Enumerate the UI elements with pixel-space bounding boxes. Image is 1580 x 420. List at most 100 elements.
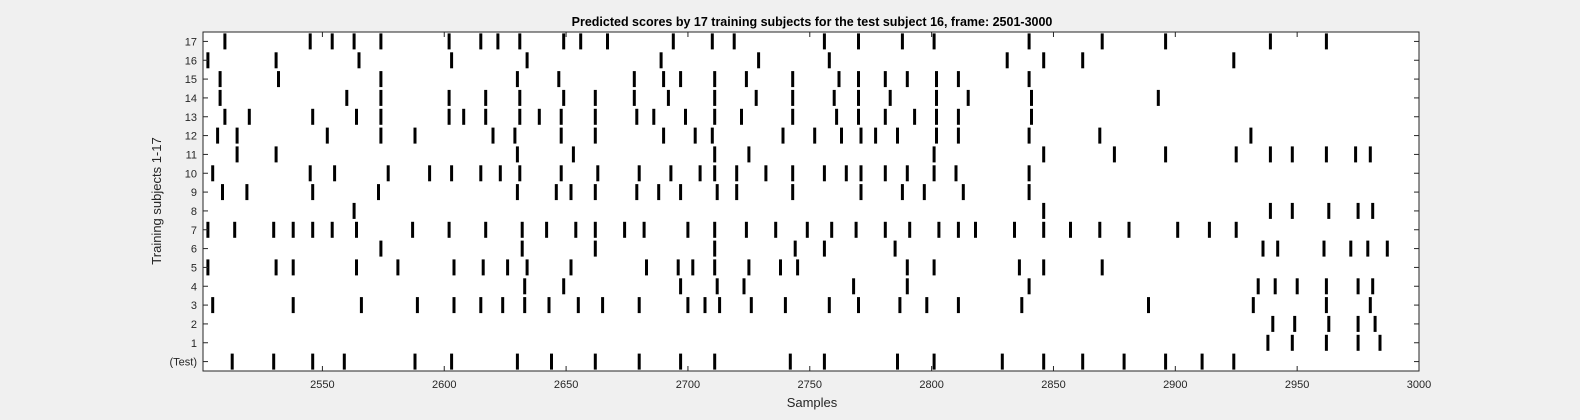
raster-mark [966, 89, 970, 106]
raster-mark [757, 52, 761, 69]
raster-mark [935, 71, 938, 88]
chart-title: Predicted scores by 17 training subjects… [572, 15, 1053, 29]
raster-mark [832, 89, 836, 106]
raster-row [218, 71, 1031, 88]
raster-mark [537, 108, 541, 125]
raster-mark [379, 71, 383, 88]
raster-mark [830, 221, 834, 238]
raster-mark [1069, 221, 1072, 238]
raster-mark [1290, 146, 1294, 163]
raster-mark [345, 89, 349, 106]
raster-mark [593, 89, 597, 106]
y-tick-label: 7 [191, 225, 197, 237]
raster-mark [479, 165, 483, 182]
raster-mark [715, 278, 719, 295]
raster-mark [1266, 334, 1270, 351]
raster-mark [632, 71, 636, 88]
raster-mark [735, 165, 739, 182]
raster-mark [645, 259, 648, 276]
raster-mark [518, 165, 522, 182]
raster-mark [735, 184, 739, 201]
raster-mark [835, 108, 839, 125]
raster-mark [450, 165, 454, 182]
raster-mark [1324, 334, 1328, 351]
raster-mark [447, 108, 451, 125]
raster-mark [1156, 89, 1160, 106]
raster-mark [1100, 33, 1104, 50]
raster-row [1271, 315, 1377, 332]
raster-mark [247, 108, 251, 125]
raster-mark [1378, 334, 1382, 351]
raster-mark [713, 353, 717, 370]
y-tick-label: 15 [185, 74, 197, 86]
raster-mark [1368, 297, 1372, 314]
raster-mark [652, 108, 656, 125]
raster-mark [669, 165, 673, 182]
y-tick-label: 6 [191, 244, 197, 256]
raster-mark [1017, 259, 1021, 276]
raster-mark [386, 165, 390, 182]
raster-mark [744, 221, 748, 238]
raster-mark [1327, 202, 1331, 219]
raster-mark [1373, 315, 1377, 332]
raster-mark [791, 89, 795, 106]
raster-mark [1349, 240, 1353, 257]
raster-mark [352, 202, 356, 219]
raster-mark [740, 108, 743, 125]
raster-mark [666, 89, 670, 106]
raster-mark [764, 165, 768, 182]
raster-mark [1354, 146, 1358, 163]
raster-row [230, 353, 1236, 370]
y-tick-label: 3 [191, 300, 197, 312]
raster-mark [1295, 278, 1299, 295]
x-tick-label: 2550 [310, 379, 334, 391]
y-tick-label: 1 [191, 338, 197, 350]
raster-mark [223, 108, 227, 125]
raster-mark [277, 71, 280, 88]
raster-mark [1276, 240, 1280, 257]
raster-mark [1027, 71, 1031, 88]
raster-mark [359, 297, 363, 314]
raster-mark [827, 297, 831, 314]
raster-mark [1324, 146, 1328, 163]
raster-mark [311, 353, 315, 370]
raster-mark [413, 127, 417, 144]
raster-mark [272, 353, 276, 370]
raster-mark [1268, 33, 1272, 50]
raster-mark [308, 33, 312, 50]
raster-mark [235, 146, 239, 163]
raster-row [211, 165, 1031, 182]
raster-mark [484, 108, 488, 125]
raster-mark [1273, 278, 1277, 295]
raster-mark [1327, 315, 1331, 332]
y-tick-label: 13 [185, 112, 197, 124]
raster-mark [788, 353, 792, 370]
raster-mark [822, 240, 826, 257]
raster-mark [732, 33, 736, 50]
raster-mark [637, 165, 641, 182]
raster-mark [216, 127, 220, 144]
raster-mark [1027, 33, 1031, 50]
raster-mark [325, 127, 329, 144]
raster-mark [571, 146, 575, 163]
raster-mark [355, 108, 358, 125]
raster-mark [496, 33, 500, 50]
raster-mark [900, 33, 904, 50]
raster-mark [233, 221, 237, 238]
raster-mark [1027, 165, 1031, 182]
raster-mark [813, 127, 817, 144]
raster-mark [1207, 221, 1211, 238]
raster-mark [1147, 297, 1150, 314]
raster-mark [779, 259, 782, 276]
raster-mark [447, 221, 451, 238]
raster-mark [888, 89, 892, 106]
raster-mark [715, 184, 719, 201]
raster-mark [956, 297, 960, 314]
raster-row [223, 108, 1033, 125]
raster-mark [956, 108, 960, 125]
raster-mark [1164, 146, 1168, 163]
raster-mark [791, 184, 795, 201]
raster-mark [925, 297, 929, 314]
raster-row [216, 127, 1253, 144]
raster-mark [1371, 278, 1375, 295]
